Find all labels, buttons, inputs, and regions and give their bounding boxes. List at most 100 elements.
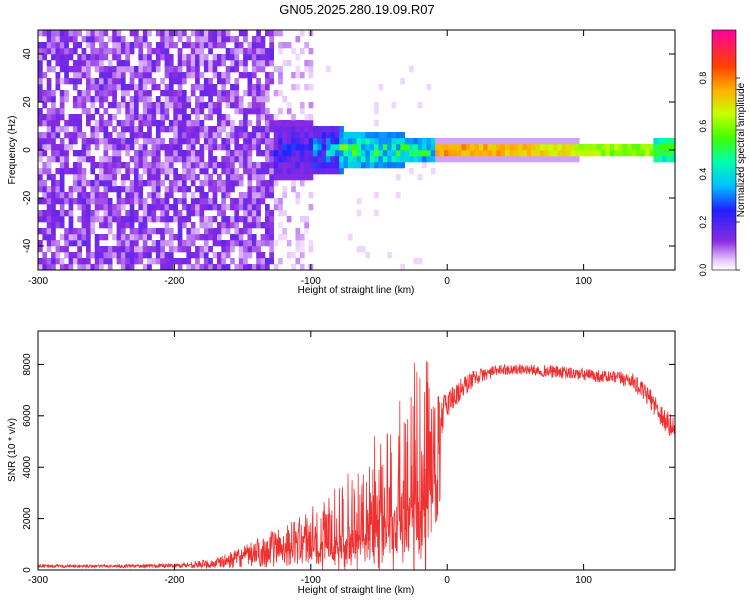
spectrogram-cell: [225, 174, 231, 181]
spectrogram-cell: [321, 144, 327, 151]
spectrogram-cell: [247, 48, 253, 55]
spectrogram-cell: [103, 42, 109, 49]
spectrogram-cell: [190, 138, 196, 145]
spectrogram-cell: [68, 114, 74, 121]
spectrogram-cell: [77, 240, 82, 247]
spectrogram-cell: [256, 78, 261, 85]
spectrogram-cell: [94, 132, 100, 139]
spectrogram-cell: [55, 222, 61, 229]
spectrogram-cell: [269, 126, 274, 133]
spectrogram-cell: [195, 84, 200, 91]
spectrogram-cell: [238, 144, 244, 151]
spectrogram-cell: [208, 180, 213, 187]
spectrogram-cell: [304, 150, 309, 157]
spectrogram-cell: [94, 30, 100, 37]
spectrogram-cell: [574, 144, 580, 151]
spectrogram-cell: [164, 186, 170, 193]
spectrogram-cell: [230, 234, 235, 241]
spectrogram-cell: [151, 114, 157, 121]
spectrogram-cell: [168, 228, 174, 235]
spectrogram-cell: [59, 168, 65, 175]
spectrogram-cell: [291, 168, 296, 175]
spectrogram-cell: [662, 150, 667, 157]
spectrogram-cell: [238, 150, 244, 157]
spectrogram-cell: [291, 162, 296, 169]
spectrogram-cell: [160, 246, 165, 253]
spectrogram-cell: [151, 228, 157, 235]
spectrogram-cell: [112, 72, 117, 79]
spectrogram-cell: [212, 204, 218, 211]
spectrogram-cell: [94, 96, 100, 103]
spectrogram-cell: [112, 42, 117, 49]
spectrogram-cell: [51, 96, 56, 103]
spectrogram-cell: [217, 72, 222, 79]
spectrogram-cell: [120, 102, 126, 109]
spectrogram-cell: [365, 162, 371, 169]
spectrogram-cell: [64, 168, 69, 175]
spectrogram-cell: [230, 216, 235, 223]
spectrogram-cell: [321, 126, 327, 133]
spectrogram-cell: [59, 90, 65, 97]
spectrogram-cell: [86, 216, 91, 223]
spectrogram-cell: [422, 150, 427, 157]
spectrogram-cell: [125, 84, 130, 91]
spectrogram-cell: [42, 162, 48, 169]
spectrogram-cell: [317, 162, 323, 169]
spectrogram-cell: [99, 102, 104, 109]
spectrogram-cell: [38, 174, 43, 181]
spectrogram-xtick-label: -200: [164, 276, 184, 287]
spectrogram-cell: [190, 174, 196, 181]
spectrogram-cell: [64, 72, 69, 79]
spectrogram-cell: [282, 96, 288, 103]
spectrogram-cell: [221, 192, 226, 199]
spectrogram-cell: [247, 192, 253, 199]
spectrogram-cell: [59, 264, 65, 271]
spectrogram-cell: [278, 204, 283, 211]
spectrogram-cell: [64, 144, 69, 151]
spectrogram-cell: [234, 48, 240, 55]
spectrogram-cell: [387, 156, 392, 163]
spectrogram-cell: [212, 162, 218, 169]
spectrogram-cell: [273, 120, 279, 127]
spectrogram-cell: [38, 168, 43, 175]
spectrogram-cell: [483, 156, 488, 163]
spectrogram-cell: [195, 258, 200, 265]
spectrogram-cell: [59, 126, 65, 133]
spectrogram-cell: [42, 96, 48, 103]
spectrogram-cell: [112, 252, 117, 259]
spectrogram-cell: [443, 156, 449, 163]
spectrogram-cell: [177, 150, 183, 157]
spectrogram-cell: [129, 72, 135, 79]
spectrogram-cell: [129, 144, 135, 151]
spectrogram-cell: [134, 174, 139, 181]
spectrogram-cell: [103, 78, 109, 85]
spectrogram-cell: [273, 240, 279, 247]
spectrogram-frame: [37, 29, 676, 271]
spectrogram-cell: [116, 144, 122, 151]
spectrogram-cell: [395, 192, 401, 199]
spectrogram-cell: [195, 126, 200, 133]
spectrogram-cell: [238, 246, 244, 253]
spectrogram-cell: [505, 138, 510, 145]
spectrogram-cell: [120, 216, 126, 223]
spectrogram-cell: [522, 156, 528, 163]
spectrogram-cell: [203, 180, 209, 187]
spectrogram-cell: [190, 60, 196, 67]
spectrogram-cell: [221, 222, 226, 229]
spectrogram-cell: [234, 264, 240, 271]
spectrogram-cell: [653, 138, 659, 145]
spectrogram-cell: [251, 186, 257, 193]
spectrogram-cell: [265, 78, 270, 85]
spectrogram-cell: [38, 156, 43, 163]
spectrogram-cell: [64, 228, 69, 235]
spectrogram-cell: [208, 156, 213, 163]
spectrogram-cell: [51, 54, 56, 61]
spectrogram-cell: [513, 156, 519, 163]
spectrogram-cell: [160, 138, 165, 145]
spectrogram-cell: [352, 150, 357, 157]
spectrogram-cell: [299, 162, 305, 169]
spectrogram-cell: [107, 144, 113, 151]
spectrogram-cell: [299, 264, 305, 271]
spectrogram-cell: [334, 162, 340, 169]
spectrogram-cell: [540, 138, 545, 145]
